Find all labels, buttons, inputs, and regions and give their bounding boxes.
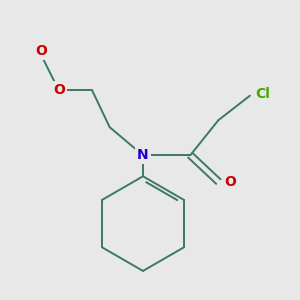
Text: N: N — [137, 148, 149, 162]
Text: O: O — [35, 44, 47, 58]
Text: O: O — [53, 83, 65, 98]
Text: Cl: Cl — [255, 87, 270, 101]
Text: O: O — [225, 175, 236, 188]
